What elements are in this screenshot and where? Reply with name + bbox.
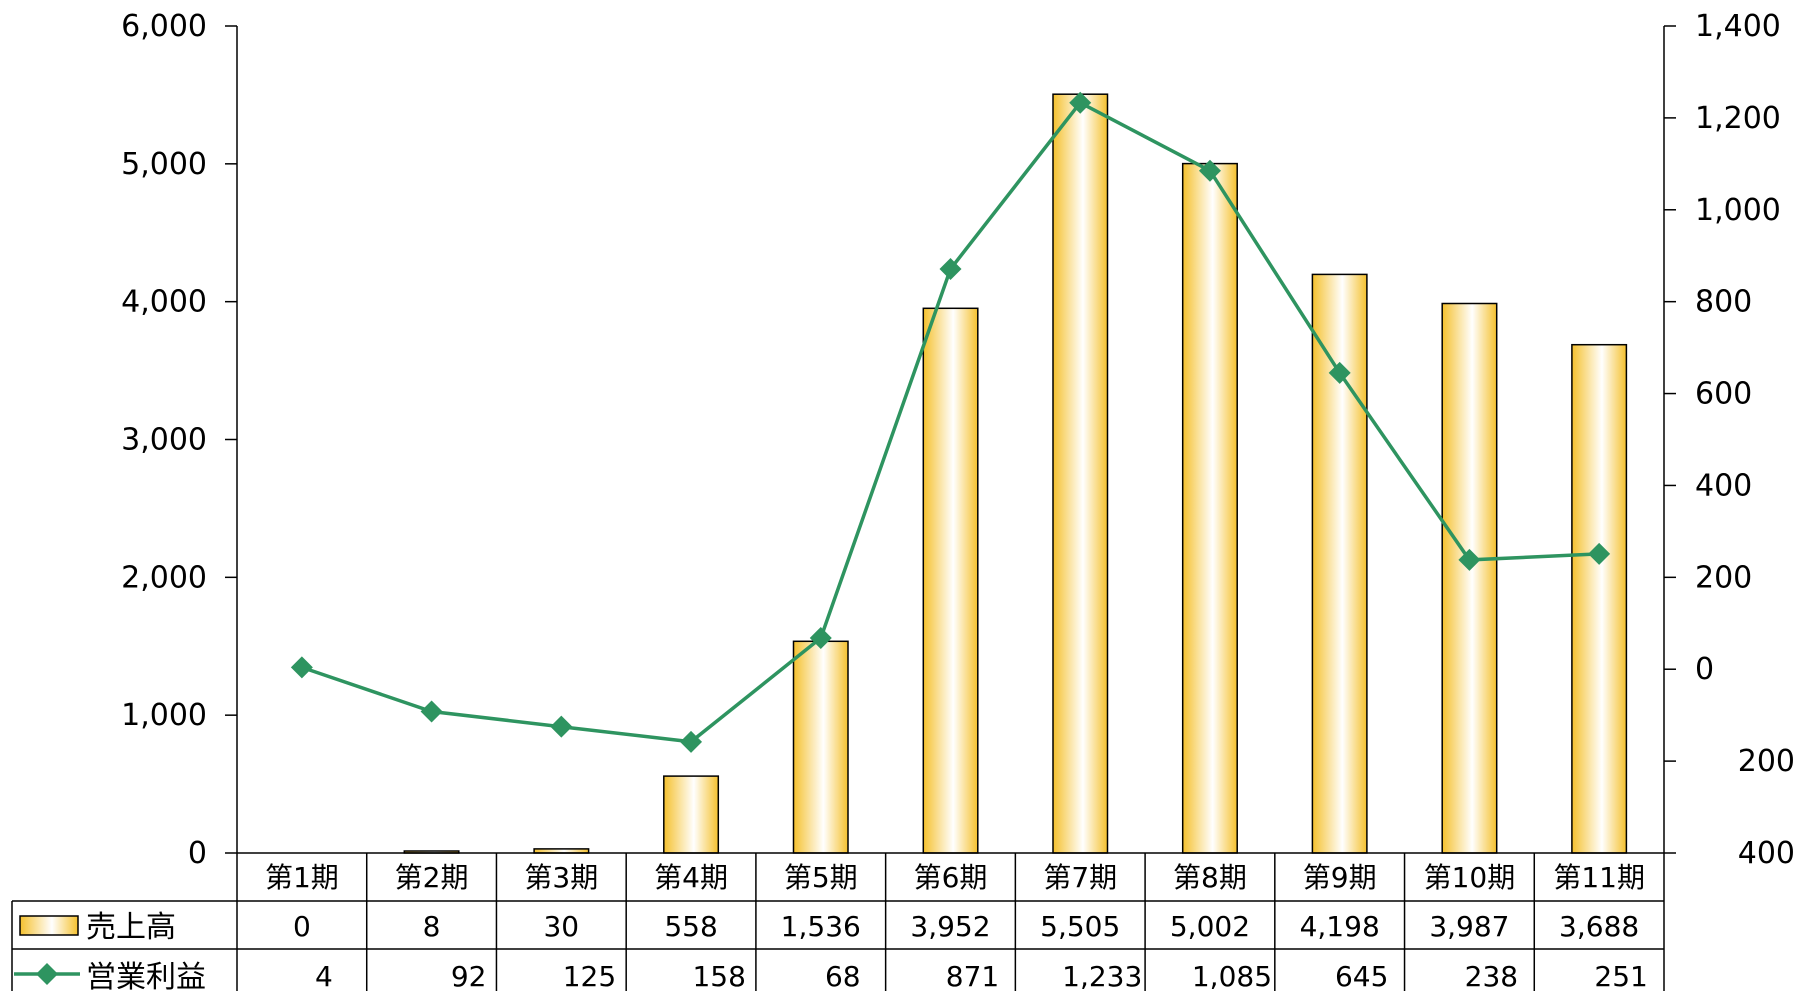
category-label: 第11期 — [1553, 861, 1645, 894]
category-label: 第3期 — [524, 861, 598, 894]
right-axis-tick-label: 400 — [1738, 836, 1795, 871]
category-label: 第6期 — [914, 861, 988, 894]
table-cell-profit: 68 — [825, 960, 861, 991]
line-point-9 — [1328, 361, 1351, 384]
category-label: 第8期 — [1173, 861, 1247, 894]
line-point-4 — [680, 730, 703, 753]
line-point-5 — [809, 626, 832, 649]
line-point-8 — [1198, 159, 1221, 182]
table-cell-sales: 5,002 — [1170, 910, 1250, 943]
legend-label-profit: 営業利益 — [86, 960, 206, 991]
right-axis-tick-label: 200 — [1695, 560, 1752, 595]
right-axis-tick-label: 200 — [1738, 744, 1795, 779]
line-point-6 — [939, 258, 962, 281]
left-axis-tick-label: 1,000 — [121, 698, 207, 733]
category-label: 第1期 — [265, 861, 339, 894]
right-axis-tick-label: 800 — [1695, 285, 1752, 320]
line-point-11 — [1588, 542, 1611, 565]
bar-8 — [1181, 162, 1238, 854]
table-cell-profit: 4 — [315, 960, 333, 991]
table-cell-profit: 871 — [946, 960, 999, 991]
line-point-1 — [290, 656, 313, 679]
right-axis-tick-label: 1,000 — [1695, 193, 1781, 228]
bar-9 — [1311, 273, 1368, 854]
bar-5 — [792, 640, 849, 854]
category-label: 第2期 — [395, 861, 469, 894]
bar-7 — [1052, 93, 1109, 854]
line-point-2 — [420, 700, 443, 723]
table-cell-profit: 238 — [1465, 960, 1518, 991]
left-axis-tick-label: 5,000 — [121, 147, 207, 182]
table-cell-profit: 125 — [563, 960, 616, 991]
category-label: 第7期 — [1043, 861, 1117, 894]
category-label: 第10期 — [1424, 861, 1516, 894]
left-axis-tick-label: 0 — [188, 836, 207, 871]
table-cell-sales: 3,987 — [1429, 910, 1509, 943]
right-axis-tick-label: 1,400 — [1695, 9, 1781, 44]
right-axis-tick-label: 600 — [1695, 377, 1752, 412]
table-cell-profit: 645 — [1335, 960, 1388, 991]
table-cell-sales: 558 — [664, 910, 717, 943]
bar-11 — [1571, 343, 1628, 854]
category-label: 第4期 — [654, 861, 728, 894]
legend-swatch-sales — [19, 915, 79, 936]
table-cell-profit: 92 — [451, 960, 487, 991]
table-cell-sales: 1,536 — [781, 910, 861, 943]
left-axis-tick-label: 6,000 — [121, 9, 207, 44]
right-axis-tick-label: 1,200 — [1695, 101, 1781, 136]
legend-label-sales: 売上高 — [86, 910, 176, 945]
right-axis-tick-label: 0 — [1695, 652, 1714, 687]
table-cell-sales: 5,505 — [1040, 910, 1120, 943]
line-point-7 — [1069, 91, 1092, 114]
bar-10 — [1441, 302, 1498, 854]
table-cell-sales: 30 — [543, 910, 579, 943]
table-cell-profit: 1,085 — [1192, 960, 1272, 991]
table-cell-sales: 4,198 — [1300, 910, 1380, 943]
legend-marker-profit — [36, 963, 58, 985]
category-label: 第9期 — [1303, 861, 1377, 894]
bar-6 — [922, 307, 979, 854]
table-cell-sales: 3,688 — [1559, 910, 1639, 943]
line-point-3 — [550, 715, 573, 738]
table-cell-sales: 3,952 — [910, 910, 990, 943]
table-cell-sales: 0 — [293, 910, 311, 943]
table-cell-profit: 251 — [1594, 960, 1647, 991]
left-axis-tick-label: 3,000 — [121, 423, 207, 458]
right-axis-tick-label: 400 — [1695, 468, 1752, 503]
category-label: 第5期 — [784, 861, 858, 894]
table-cell-sales: 8 — [423, 910, 441, 943]
table-cell-profit: 1,233 — [1062, 960, 1142, 991]
left-axis-tick-label: 4,000 — [121, 285, 207, 320]
left-axis-tick-label: 2,000 — [121, 560, 207, 595]
bar-4 — [663, 775, 720, 854]
table-cell-profit: 158 — [692, 960, 745, 991]
line-point-10 — [1458, 548, 1481, 571]
